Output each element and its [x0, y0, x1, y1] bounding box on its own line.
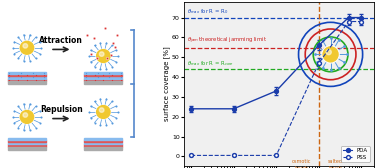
Bar [8, 79, 46, 81]
Bar [8, 81, 46, 84]
Bar [8, 144, 46, 146]
Bar [8, 142, 46, 144]
Y-axis label: surface coverage [%]: surface coverage [%] [164, 47, 170, 121]
Bar [84, 74, 122, 76]
Bar [8, 72, 46, 74]
Circle shape [23, 44, 28, 48]
Circle shape [23, 113, 28, 117]
Circle shape [20, 41, 34, 54]
Text: Attraction: Attraction [39, 36, 83, 45]
Circle shape [20, 41, 34, 55]
Circle shape [20, 111, 34, 123]
Bar [8, 140, 46, 142]
Circle shape [99, 108, 104, 112]
Legend: PDA, PSS: PDA, PSS [341, 146, 370, 162]
Text: $\theta_{max}$ for R = R$_{core}$: $\theta_{max}$ for R = R$_{core}$ [187, 59, 234, 68]
Circle shape [96, 105, 110, 119]
Bar [84, 72, 122, 74]
Circle shape [20, 110, 34, 124]
Bar [84, 76, 122, 79]
Bar [8, 74, 46, 76]
Circle shape [97, 50, 110, 62]
Bar [84, 146, 122, 150]
Circle shape [96, 49, 110, 63]
Bar [84, 138, 122, 140]
Bar [84, 140, 122, 142]
Circle shape [97, 106, 110, 118]
Bar [84, 142, 122, 144]
Text: $\theta_{jam}$ theoretical jamming limit: $\theta_{jam}$ theoretical jamming limit [187, 36, 267, 46]
Bar [84, 144, 122, 146]
Text: Repulsion: Repulsion [40, 106, 83, 114]
Bar [8, 76, 46, 79]
Text: $\theta_{max}$ for R = R$_0$: $\theta_{max}$ for R = R$_0$ [187, 7, 228, 16]
Text: salted
brush: salted brush [328, 159, 343, 168]
Bar [8, 138, 46, 140]
Bar [8, 146, 46, 150]
Circle shape [99, 52, 104, 56]
Bar [84, 79, 122, 81]
Text: osmotic
brush: osmotic brush [292, 159, 311, 168]
Bar [84, 81, 122, 84]
